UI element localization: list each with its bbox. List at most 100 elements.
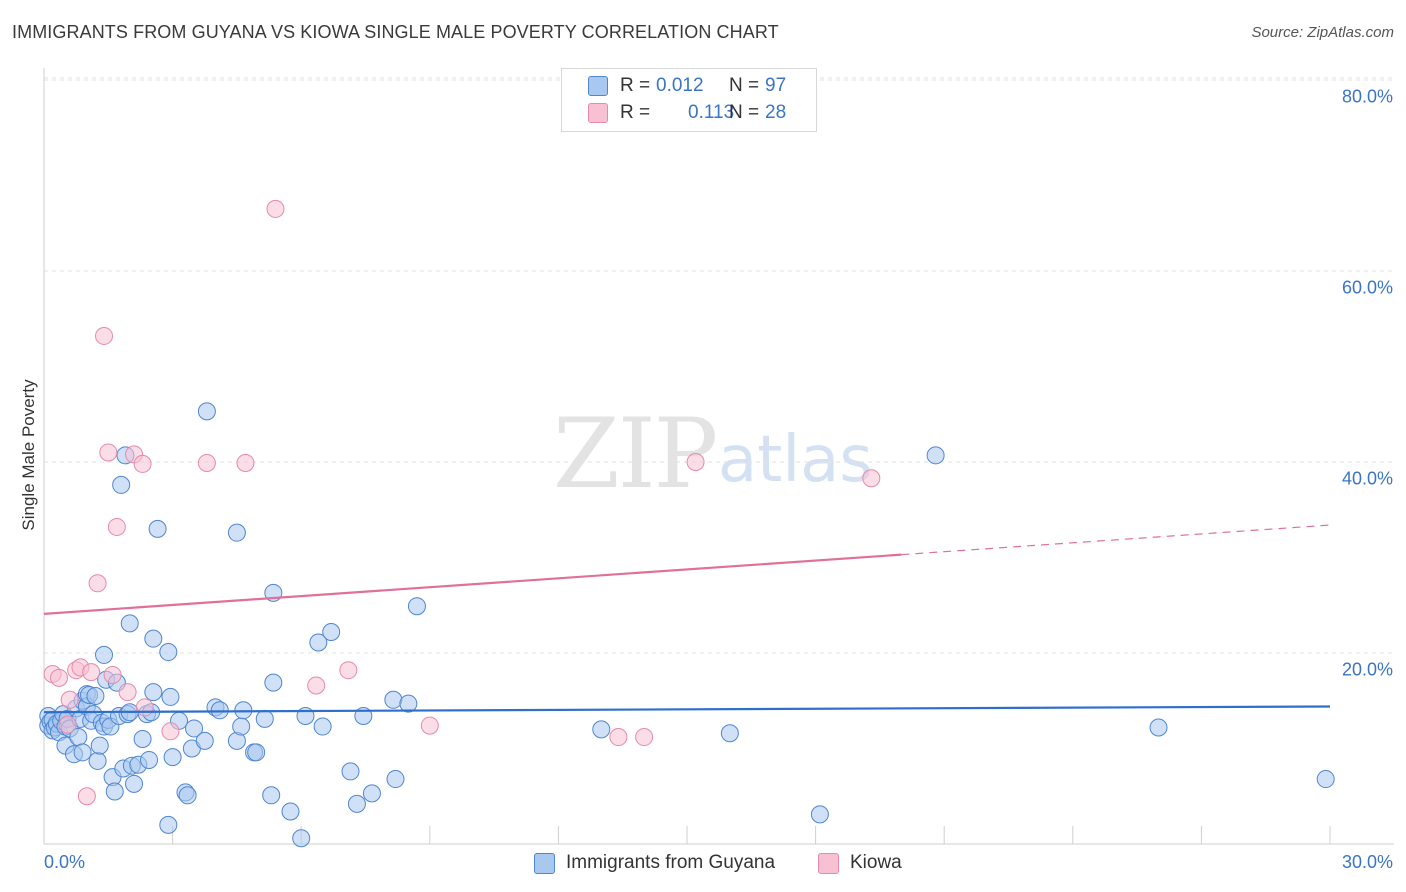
point-guyana xyxy=(264,673,283,692)
point-kiowa xyxy=(58,715,77,734)
x-tick-label-min: 0.0% xyxy=(44,852,86,872)
point-guyana xyxy=(281,802,300,821)
point-guyana xyxy=(262,786,281,805)
series-label-guyana: Immigrants from Guyana xyxy=(566,852,776,873)
point-kiowa xyxy=(161,722,180,741)
point-guyana xyxy=(247,743,266,762)
series-label-kiowa: Kiowa xyxy=(850,852,902,873)
point-guyana xyxy=(232,717,251,736)
chart-title: IMMIGRANTS FROM GUYANA VS KIOWA SINGLE M… xyxy=(12,22,779,42)
point-guyana xyxy=(255,709,274,728)
y-tick-label-20: 20.0% xyxy=(1341,659,1393,680)
point-kiowa xyxy=(103,665,122,684)
point-guyana xyxy=(185,719,204,738)
point-guyana xyxy=(292,829,311,848)
point-guyana xyxy=(322,622,341,641)
point-guyana xyxy=(210,701,229,720)
watermark-atlas: atlas xyxy=(718,423,873,497)
point-guyana xyxy=(125,774,144,793)
y-tick-label-80: 80.0% xyxy=(1341,86,1393,107)
legend-n-value: 28 xyxy=(765,102,787,123)
legend-r-label: R = xyxy=(620,102,651,123)
trendline-extension-kiowa xyxy=(901,524,1331,556)
legend-r-label: R = xyxy=(620,75,651,96)
point-kiowa xyxy=(609,728,628,747)
point-guyana xyxy=(810,805,829,824)
point-guyana xyxy=(227,523,246,542)
y-tick-label-60: 60.0% xyxy=(1341,277,1393,298)
point-kiowa xyxy=(635,728,654,747)
point-kiowa xyxy=(77,787,96,806)
point-kiowa xyxy=(133,454,152,473)
legend-r-value: 0.113 xyxy=(688,102,735,123)
point-kiowa xyxy=(307,676,326,695)
point-guyana xyxy=(313,717,332,736)
watermark-zip: ZIP xyxy=(553,398,718,510)
y-axis-label: Single Male Poverty xyxy=(19,379,38,531)
point-kiowa xyxy=(99,443,118,462)
trendline-kiowa xyxy=(43,553,902,615)
point-guyana xyxy=(386,770,405,789)
legend-n-value: 97 xyxy=(765,75,787,96)
series-swatch-guyana xyxy=(534,853,555,874)
point-guyana xyxy=(140,750,159,769)
point-guyana xyxy=(163,748,182,767)
point-guyana xyxy=(133,729,152,748)
point-kiowa xyxy=(197,453,216,472)
point-kiowa xyxy=(107,517,126,536)
point-kiowa xyxy=(88,574,107,593)
y-tick-label-40: 40.0% xyxy=(1341,468,1393,489)
point-kiowa xyxy=(420,716,439,735)
point-guyana xyxy=(399,694,418,713)
legend-swatch-guyana xyxy=(588,76,608,96)
legend-n-label: N = xyxy=(729,102,760,123)
point-guyana xyxy=(95,645,114,664)
legend-n-label: N = xyxy=(729,75,760,96)
point-guyana xyxy=(592,720,611,739)
point-guyana xyxy=(1149,718,1168,737)
point-guyana xyxy=(159,643,178,662)
point-guyana xyxy=(161,687,180,706)
point-kiowa xyxy=(118,683,137,702)
point-guyana xyxy=(362,784,381,803)
source-credit: Source: ZipAtlas.com xyxy=(1251,24,1394,41)
series-swatch-kiowa xyxy=(818,853,839,874)
point-guyana xyxy=(90,736,109,755)
point-guyana xyxy=(309,633,328,652)
point-guyana xyxy=(86,686,105,705)
point-kiowa xyxy=(686,453,705,471)
point-guyana xyxy=(105,782,124,801)
point-kiowa xyxy=(135,698,154,717)
correlation-legend: R = 0.012 N = 97 R = 0.113 N = 28 xyxy=(561,68,817,132)
trendline-guyana xyxy=(43,705,1331,714)
point-guyana xyxy=(926,446,945,465)
point-guyana xyxy=(1316,770,1335,789)
legend-r-value: 0.012 xyxy=(656,75,704,96)
point-kiowa xyxy=(862,469,881,488)
point-guyana xyxy=(144,683,163,702)
point-guyana xyxy=(73,743,92,762)
point-guyana xyxy=(341,762,360,781)
point-guyana xyxy=(407,597,426,616)
x-tick-label-max: 30.0% xyxy=(1341,852,1393,872)
point-guyana xyxy=(112,475,131,494)
point-kiowa xyxy=(266,199,285,218)
point-guyana xyxy=(148,519,167,538)
point-guyana xyxy=(197,402,216,421)
point-guyana xyxy=(720,724,739,743)
point-kiowa xyxy=(339,661,358,680)
point-kiowa xyxy=(82,663,101,682)
point-guyana xyxy=(178,786,197,805)
point-guyana xyxy=(144,629,163,648)
point-kiowa xyxy=(236,453,255,472)
point-guyana xyxy=(120,614,139,633)
point-guyana xyxy=(159,815,178,834)
point-guyana xyxy=(195,731,214,750)
point-kiowa xyxy=(50,668,69,687)
point-guyana xyxy=(88,751,107,770)
point-kiowa xyxy=(60,690,79,709)
legend-swatch-kiowa xyxy=(588,103,608,123)
point-kiowa xyxy=(95,326,114,345)
point-guyana xyxy=(384,690,403,709)
